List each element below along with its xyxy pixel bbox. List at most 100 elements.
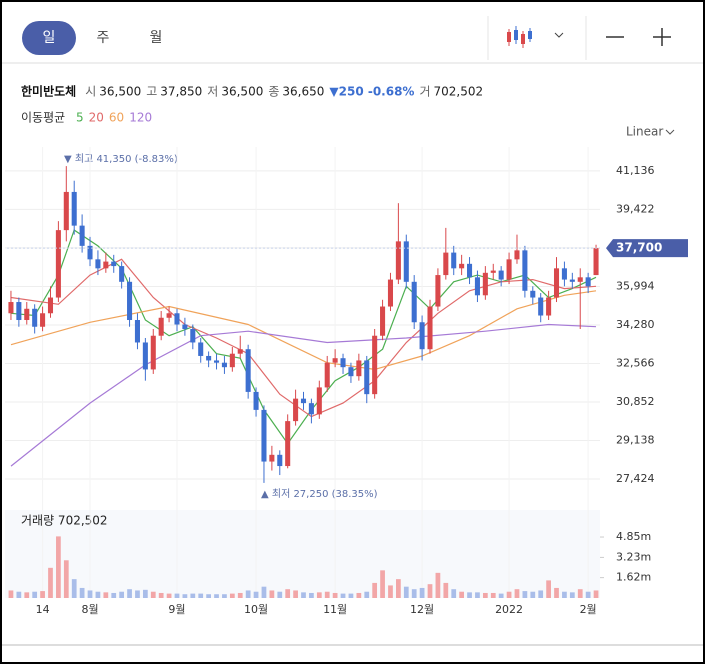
y-tick-label: 39,422: [616, 202, 655, 215]
volume-bar: [482, 592, 488, 598]
volume-bar: [443, 582, 449, 598]
scale-chevron[interactable]: [665, 129, 675, 135]
volume-bar: [562, 591, 567, 598]
dropdown-chevron[interactable]: [554, 32, 564, 38]
volume-bar: [16, 591, 22, 598]
volume-bar: [348, 593, 354, 598]
candle-body: [24, 308, 30, 321]
field-label: 고: [146, 85, 157, 99]
volume-bar: [293, 590, 298, 598]
volume-bar: [261, 586, 267, 598]
volume-bar: [530, 591, 536, 598]
scale-mode[interactable]: Linear: [626, 125, 663, 139]
volume-bar: [585, 591, 591, 598]
volume-bar: [546, 580, 551, 598]
high-annotation: ▼ 최고 41,350 (-8.83%): [64, 153, 178, 165]
volume-bar: [79, 587, 85, 598]
volume-bar: [506, 591, 512, 598]
volume-bar: [467, 592, 472, 598]
volume-bar: [48, 567, 53, 598]
candle-body: [119, 266, 125, 282]
chart-type-icon[interactable]: [507, 26, 532, 48]
tab[interactable]: 일: [43, 30, 56, 46]
candle-body: [269, 454, 275, 462]
volume-bar: [206, 594, 211, 598]
x-tick-label: 11월: [323, 603, 347, 616]
candle-body: [174, 313, 180, 325]
candle-body: [32, 308, 38, 327]
candle-body: [308, 403, 314, 415]
volume-bar: [87, 590, 93, 598]
volume-bar: [569, 592, 575, 598]
candle-body: [182, 324, 188, 329]
candle-body: [427, 306, 433, 350]
candle-body: [111, 261, 117, 267]
field-value: 37,850: [160, 85, 202, 99]
low-annotation: ▲ 최저 27,250 (38.35%): [261, 488, 378, 500]
candle-body: [166, 313, 172, 318]
field-label: 거: [419, 85, 430, 99]
x-tick-label: 10월: [244, 603, 268, 616]
volume-bar: [316, 592, 322, 598]
volume-bar: [71, 579, 77, 598]
candle-body: [95, 259, 101, 269]
candle-body: [593, 248, 599, 276]
candle-body: [47, 297, 54, 314]
volume-bar: [214, 594, 219, 598]
volume-bar: [498, 593, 504, 598]
volume-bar: [56, 536, 61, 598]
candle-body: [411, 281, 417, 323]
volume-bar: [190, 593, 196, 598]
candle-body: [435, 275, 441, 307]
volume-bar: [403, 586, 409, 598]
candle-body: [530, 290, 536, 298]
volume-bar: [301, 592, 306, 598]
volume-bar: [150, 591, 156, 598]
candle-body: [237, 349, 243, 354]
volume-bar: [119, 591, 125, 598]
candle-body: [348, 367, 354, 377]
volume-bar: [538, 590, 544, 598]
candle-body: [316, 387, 322, 415]
tab[interactable]: 월: [150, 30, 163, 46]
volume-bar: [577, 589, 583, 598]
zoom-in[interactable]: [653, 28, 671, 46]
candle-body: [356, 360, 362, 377]
field-label: 종: [268, 85, 279, 99]
candle-body: [474, 277, 480, 296]
volume-bar: [40, 591, 45, 598]
candle-body: [324, 362, 330, 388]
tab[interactable]: 주: [97, 30, 110, 46]
volume-bar: [380, 570, 385, 598]
candle-body: [63, 191, 69, 231]
volume-bar: [356, 592, 362, 598]
candle-body: [443, 252, 449, 276]
volume-bar: [198, 593, 204, 598]
volume-bar: [135, 590, 140, 598]
candle-body: [546, 297, 552, 316]
candle-body: [395, 241, 401, 280]
candle-body: [229, 353, 235, 368]
volume-bar: [396, 579, 401, 598]
volume-bar: [364, 591, 370, 598]
candle-body: [332, 358, 338, 363]
volume-bar: [237, 592, 243, 598]
ma-legend-item: 20: [89, 111, 104, 125]
volume-bar: [332, 592, 338, 598]
candle-body: [293, 398, 299, 422]
volume-bar: [166, 593, 172, 598]
y-tick-label: 34,280: [616, 318, 655, 331]
volume-bar: [8, 590, 14, 598]
candle-body: [79, 225, 85, 246]
candle-body: [467, 263, 473, 278]
candle-body: [103, 261, 109, 269]
ma-line: [10, 323, 597, 467]
volume-bar: [427, 584, 433, 598]
volume-bar: [142, 589, 148, 598]
y-tick-label: 35,994: [616, 279, 655, 292]
tab-active[interactable]: [22, 21, 76, 55]
candle-body: [253, 391, 259, 410]
volume-bar: [459, 591, 465, 598]
